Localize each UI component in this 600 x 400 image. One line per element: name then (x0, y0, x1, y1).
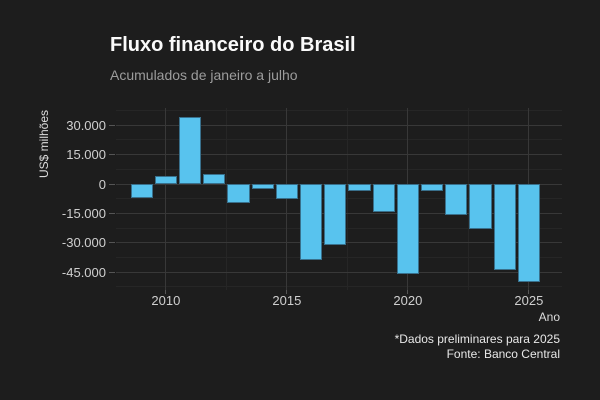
x-tick-mark (286, 290, 288, 294)
gridline-minor-h (115, 168, 562, 170)
gridline-minor-h (115, 286, 562, 288)
y-tick-mark (109, 154, 115, 156)
gridline-minor-h (115, 257, 562, 258)
gridline-major-v (165, 108, 167, 290)
gridline-minor-h (115, 110, 562, 111)
y-tick-label: -45.000 (61, 264, 106, 280)
gridline-major-v (286, 108, 288, 290)
bar-2016 (299, 184, 323, 261)
gridline-major-h (115, 154, 562, 156)
x-tick-label: 2020 (393, 293, 423, 308)
bar-2009 (130, 184, 153, 198)
gridline-minor-h (115, 139, 562, 141)
y-tick-label: 30.000 (66, 117, 106, 133)
y-tick-mark (109, 212, 115, 214)
gridline-minor-v (225, 108, 227, 290)
gridline-major-h (115, 124, 562, 126)
footer-caption: *Dados preliminares para 2025 Fonte: Ban… (395, 332, 560, 361)
bar-2010 (154, 176, 178, 184)
gridline-major-h (115, 271, 562, 273)
bar-2021 (420, 184, 444, 191)
bar-2023 (469, 184, 492, 230)
bar-2019 (372, 184, 395, 213)
bar-2012 (203, 174, 226, 184)
y-tick-label: -15.000 (61, 205, 106, 221)
gridline-minor-v (467, 108, 469, 290)
chart-title: Fluxo financeiro do Brasil (110, 34, 356, 56)
bar-2014 (251, 184, 274, 189)
bar-2017 (324, 184, 347, 245)
gridline-minor-v (346, 108, 348, 290)
bar-2013 (227, 184, 250, 203)
y-tick-mark (109, 271, 115, 273)
y-tick-label: -30.000 (61, 235, 106, 251)
x-tick-mark (528, 290, 530, 294)
y-tick-label: 15.000 (66, 147, 106, 163)
bar-2015 (275, 184, 299, 199)
bar-2022 (445, 184, 468, 216)
footer-note: *Dados preliminares para 2025 (394, 332, 560, 346)
x-tick-mark (165, 290, 167, 294)
y-tick-mark (109, 242, 115, 244)
plot-panel (115, 108, 562, 290)
x-tick-label: 2015 (272, 293, 302, 308)
y-tick-mark (109, 124, 115, 126)
y-tick-mark (109, 183, 115, 185)
bar-2025 (517, 184, 541, 282)
bar-2020 (396, 184, 420, 275)
bar-2024 (493, 184, 516, 271)
bar-2011 (178, 117, 202, 184)
chart-subtitle: Acumulados de janeiro a julho (110, 67, 298, 83)
x-axis-title: Ano (538, 310, 560, 324)
footer-source: Fonte: Banco Central (446, 346, 560, 361)
x-tick-label: 2010 (151, 293, 181, 308)
y-tick-label: 0 (98, 176, 106, 192)
bar-2018 (348, 184, 371, 191)
x-tick-mark (407, 290, 409, 294)
x-tick-label: 2025 (514, 293, 544, 308)
